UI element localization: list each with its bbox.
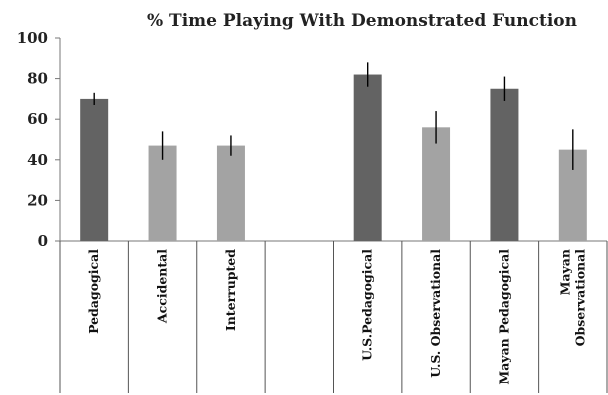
chart-title: % Time Playing With Demonstrated Functio… [147, 11, 577, 31]
x-tick-label-line: Mayan Pedagogical [496, 249, 511, 385]
y-axis: 0 20 40 60 80 100 [17, 29, 61, 250]
y-tick-label: 40 [27, 151, 48, 169]
x-tick-label: Interrupted [223, 249, 238, 331]
x-tick-label-line: Accidental [155, 249, 170, 324]
x-tick-label: U.S. Observational [428, 249, 443, 378]
bar [148, 145, 177, 241]
bar [353, 74, 382, 241]
x-tick-label-line: U.S. Observational [428, 249, 443, 378]
bars [80, 62, 587, 242]
y-tick-label: 60 [27, 110, 48, 128]
x-tick-label: Pedagogical [86, 249, 101, 334]
x-tick-label: U.S.Pedagogical [360, 249, 375, 361]
x-tick-label-line: Mayan [557, 249, 572, 295]
y-tick-label: 100 [17, 29, 48, 47]
x-tick-label-line: U.S.Pedagogical [360, 249, 375, 361]
x-tick-label: Mayan Observational [557, 249, 587, 347]
bar [490, 88, 519, 241]
x-tick-label: Mayan Pedagogical [496, 249, 511, 385]
x-tick-label-line: Interrupted [223, 249, 238, 331]
y-tick-label: 20 [27, 191, 48, 209]
x-tick-label-line: Observational [572, 249, 587, 347]
x-tick-label: Accidental [155, 249, 170, 324]
bar [216, 145, 245, 241]
x-axis: Pedagogical Accidental Interrupted U.S.Peda… [59, 240, 608, 393]
bar [80, 98, 109, 242]
x-tick-label-line: Pedagogical [86, 249, 101, 334]
y-tick-label: 80 [27, 70, 48, 88]
y-tick-label: 0 [38, 232, 48, 250]
bar [422, 127, 451, 241]
